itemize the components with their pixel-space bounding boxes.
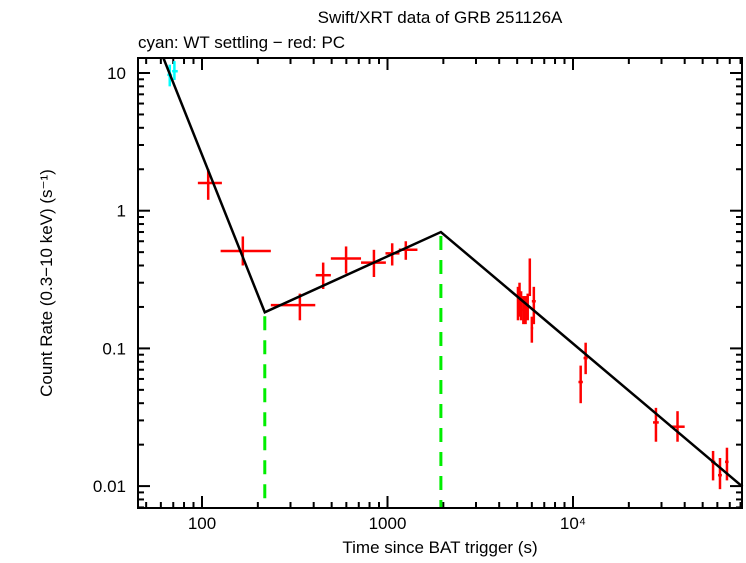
model-line — [162, 57, 744, 488]
y-tick-label: 1 — [117, 202, 126, 221]
chart-title: Swift/XRT data of GRB 251126A — [318, 8, 563, 27]
x-tick-label: 10⁴ — [560, 514, 586, 533]
chart-subtitle: cyan: WT settling − red: PC — [138, 33, 345, 52]
x-axis-label: Time since BAT trigger (s) — [342, 538, 537, 557]
x-tick-label: 1000 — [369, 514, 407, 533]
y-tick-label: 0.1 — [102, 339, 126, 358]
y-tick-label: 0.01 — [93, 477, 126, 496]
plot-frame — [137, 57, 743, 509]
x-tick-label: 100 — [188, 514, 216, 533]
y-tick-label: 10 — [107, 64, 126, 83]
y-axis-label: Count Rate (0.3−10 keV) (s⁻¹) — [37, 169, 56, 397]
